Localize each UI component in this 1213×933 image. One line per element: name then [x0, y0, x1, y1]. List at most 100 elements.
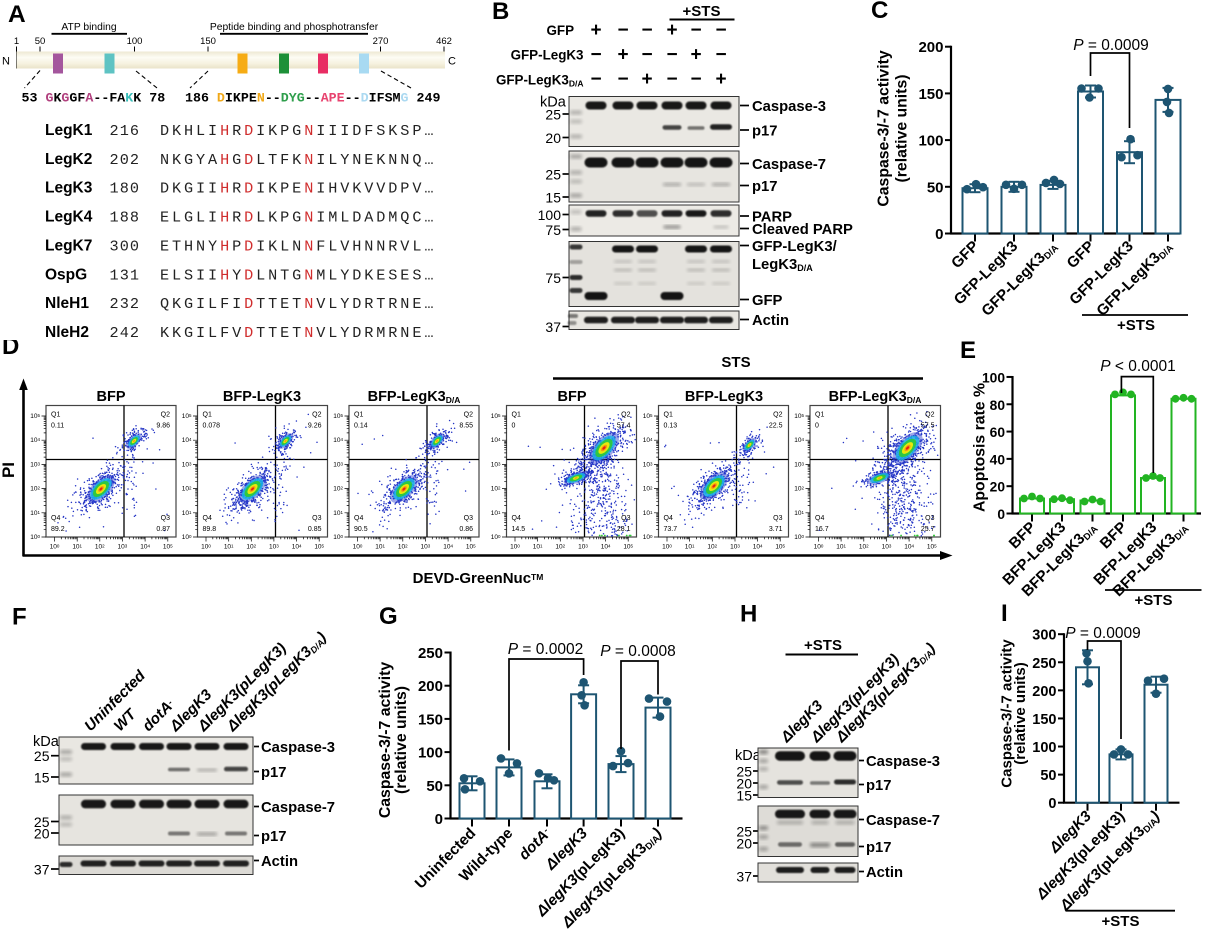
svg-text:P = 0.0009: P = 0.0009 [1073, 37, 1148, 54]
svg-text:28.1: 28.1 [617, 526, 631, 533]
svg-text:20: 20 [545, 130, 561, 146]
svg-text:102: 102 [246, 543, 256, 551]
svg-text:101: 101 [685, 543, 695, 551]
svg-text:Q4: Q4 [664, 515, 673, 522]
svg-text:100: 100 [127, 36, 143, 47]
svg-text:Q1: Q1 [354, 412, 363, 419]
svg-text:75: 75 [545, 222, 561, 238]
svg-text:100: 100 [510, 543, 520, 551]
svg-text:103: 103 [30, 461, 40, 469]
svg-text:104: 104 [753, 543, 763, 551]
svg-text:0.13: 0.13 [664, 423, 678, 430]
svg-text:105: 105 [314, 543, 324, 551]
svg-text:BFP: BFP [97, 389, 126, 405]
svg-text:103: 103 [182, 461, 192, 469]
svg-text:BFP-LegK3: BFP-LegK3 [685, 389, 763, 405]
svg-text:GFP-LegK3D/A: GFP-LegK3D/A [496, 73, 584, 89]
svg-text:BFP: BFP [558, 389, 587, 405]
svg-text:LegK2: LegK2 [45, 151, 92, 168]
svg-text:104: 104 [904, 543, 914, 551]
svg-text:+: + [590, 20, 601, 41]
svg-text:101: 101 [333, 509, 343, 517]
svg-text:−: − [641, 20, 652, 41]
svg-text:NKGYAHGDLTFKNILYNEKNNQ…: NKGYAHGDLTFKNILYNEKNNQ… [160, 151, 436, 169]
svg-text:3.71: 3.71 [769, 526, 783, 533]
svg-text:101: 101 [182, 509, 192, 517]
svg-text:300: 300 [110, 237, 141, 255]
svg-text:0.14: 0.14 [354, 423, 368, 430]
svg-text:D: D [2, 340, 19, 360]
svg-text:90.5: 90.5 [354, 526, 368, 533]
svg-text:100: 100 [662, 543, 672, 551]
svg-text:N: N [2, 56, 10, 68]
svg-text:0.86: 0.86 [459, 526, 473, 533]
svg-text:−: − [590, 69, 601, 90]
svg-text:ELSIIHYDLNTGNMLYDKESES…: ELSIIHYDLNTGNMLYDKESES… [160, 266, 436, 284]
svg-text:50: 50 [927, 179, 944, 196]
svg-text:37: 37 [545, 319, 561, 335]
svg-text:101: 101 [643, 509, 653, 517]
svg-text:B: B [492, 0, 509, 25]
svg-text:105: 105 [794, 413, 804, 421]
svg-text:Q3: Q3 [773, 515, 782, 522]
svg-text:+STS: +STS [683, 3, 721, 20]
svg-text:102: 102 [643, 485, 653, 493]
svg-text:1: 1 [14, 36, 19, 47]
svg-text:105: 105 [491, 413, 501, 421]
svg-text:p17: p17 [752, 124, 778, 140]
svg-text:105: 105 [643, 413, 653, 421]
svg-text:89.8: 89.8 [203, 526, 217, 533]
svg-text:−: − [641, 45, 652, 66]
svg-text:0.85: 0.85 [308, 526, 322, 533]
svg-text:Q3: Q3 [464, 515, 473, 522]
svg-text:PARP: PARP [752, 210, 792, 226]
svg-text:+: + [641, 69, 652, 90]
svg-text:104: 104 [292, 543, 302, 551]
svg-text:200: 200 [918, 39, 943, 56]
svg-text:DKHLIHRDIKPGNIIIDFSKSP…: DKHLIHRDIKPGNIIIDFSKSP… [160, 122, 436, 140]
svg-text:Q2: Q2 [312, 412, 321, 419]
svg-text:ATP binding: ATP binding [61, 22, 116, 33]
svg-text:22.5: 22.5 [769, 423, 783, 430]
svg-text:104: 104 [601, 543, 611, 551]
svg-text:NleH1: NleH1 [45, 295, 89, 312]
svg-text:Q3: Q3 [621, 515, 630, 522]
svg-text:100: 100 [201, 543, 211, 551]
svg-text:50: 50 [35, 36, 46, 47]
svg-text:100: 100 [333, 534, 343, 542]
svg-text:100: 100 [814, 543, 824, 551]
svg-text:100: 100 [643, 534, 653, 542]
svg-text:103: 103 [882, 543, 892, 551]
svg-text:100: 100 [794, 534, 804, 542]
svg-text:GFP: GFP [752, 293, 783, 309]
svg-text:216: 216 [110, 122, 141, 140]
svg-text:GFP-LegK3/: GFP-LegK3/ [752, 239, 837, 255]
svg-text:0.078: 0.078 [203, 423, 221, 430]
svg-text:Q2: Q2 [161, 412, 170, 419]
svg-text:105: 105 [182, 413, 192, 421]
svg-text:75: 75 [545, 270, 561, 286]
svg-text:LegK3D/A: LegK3D/A [752, 257, 813, 273]
svg-text:104: 104 [182, 437, 192, 445]
svg-text:15: 15 [545, 190, 561, 206]
svg-text:102: 102 [491, 485, 501, 493]
svg-text:GFP-LegK3: GFP-LegK3 [511, 48, 584, 63]
svg-text:Q2: Q2 [464, 412, 473, 419]
svg-text:DKGIIHRDIKPENIHVKVVDPV…: DKGIIHRDIKPENIHVKVVDPV… [160, 180, 436, 198]
svg-text:186 DIKPEN--DYG--APE--DIFSMG 2: 186 DIKPEN--DYG--APE--DIFSMG 249 [185, 91, 440, 106]
svg-text:101: 101 [224, 543, 234, 551]
svg-text:105: 105 [623, 543, 633, 551]
svg-text:104: 104 [30, 437, 40, 445]
svg-text:100: 100 [491, 534, 501, 542]
svg-text:103: 103 [333, 461, 343, 469]
svg-text:BFP-LegK3D/A: BFP-LegK3D/A [368, 389, 461, 405]
svg-text:+: + [666, 20, 677, 41]
svg-text:A: A [8, 1, 26, 28]
svg-text:BFP-LegK3: BFP-LegK3 [223, 389, 301, 405]
svg-text:Q4: Q4 [203, 515, 212, 522]
svg-text:101: 101 [794, 509, 804, 517]
svg-text:104: 104 [643, 437, 653, 445]
svg-text:Q4: Q4 [512, 515, 521, 522]
svg-text:105: 105 [333, 413, 343, 421]
svg-text:150: 150 [200, 36, 216, 47]
